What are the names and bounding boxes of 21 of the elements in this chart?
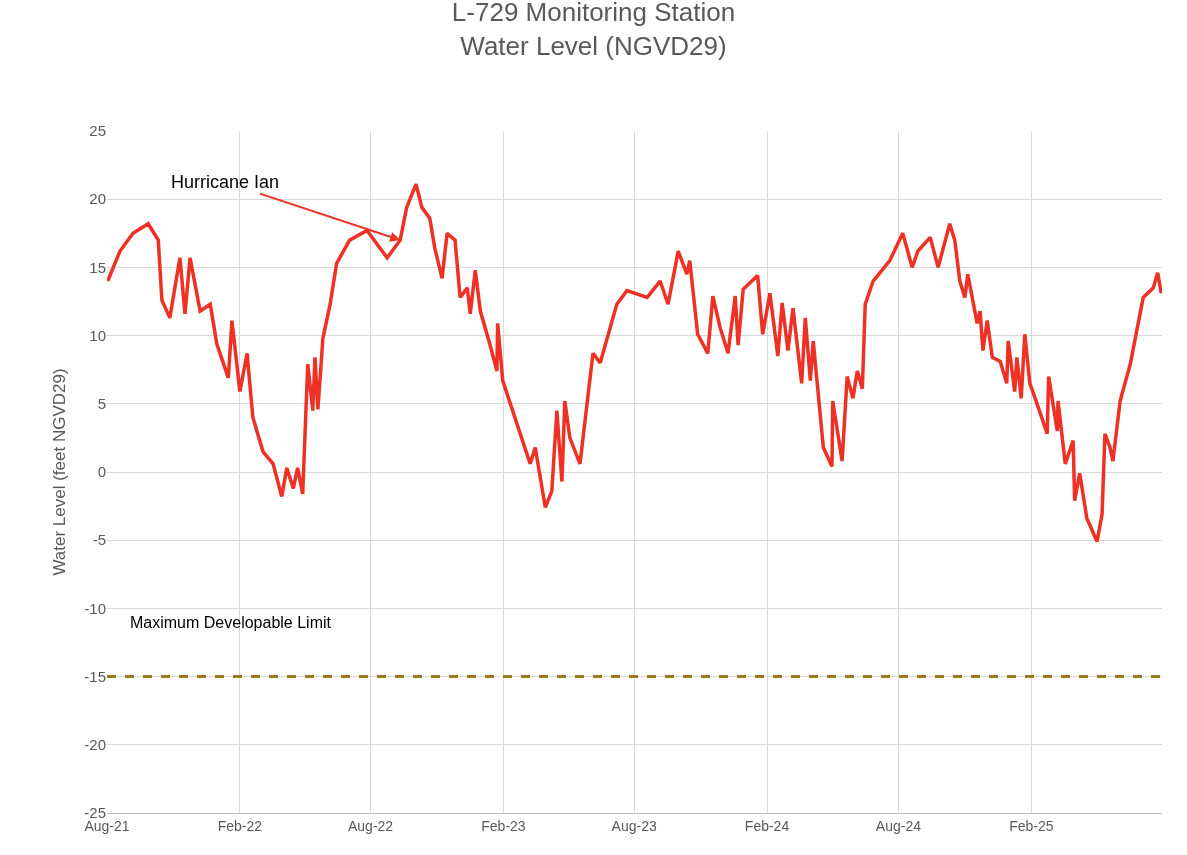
x-tick-label: Feb-22 [217, 817, 263, 834]
x-tick-label: Feb-25 [1009, 817, 1054, 834]
x-tick-label: Feb-24 [744, 817, 790, 834]
y-axis-title: Water Level (feet NGVD29) [49, 368, 69, 576]
y-tick-label: 20 [89, 190, 106, 208]
y-tick-label: -5 [92, 531, 106, 549]
y-tick-label: -15 [84, 667, 106, 685]
y-tick-label: 15 [89, 258, 106, 276]
x-tick-label: Aug-24 [875, 817, 922, 834]
y-tick-label: 25 [89, 122, 106, 140]
chart-title: L-729 Monitoring Station Water Level (NGVD29) [451, 0, 736, 62]
y-tick-label: 10 [89, 326, 106, 344]
y-tick-label: -20 [84, 736, 106, 754]
y-tick-label: 5 [97, 395, 106, 413]
x-tick-label: Aug-22 [347, 817, 394, 834]
annotation: Hurricane Ian [171, 172, 280, 192]
x-tick-label: Aug-23 [611, 817, 657, 834]
ref-line-label: Maximum Developable Limit [130, 614, 332, 631]
x-tick-label: Feb-23 [481, 817, 526, 834]
y-tick-label: 0 [97, 463, 106, 481]
y-tick-label: -10 [84, 599, 106, 617]
